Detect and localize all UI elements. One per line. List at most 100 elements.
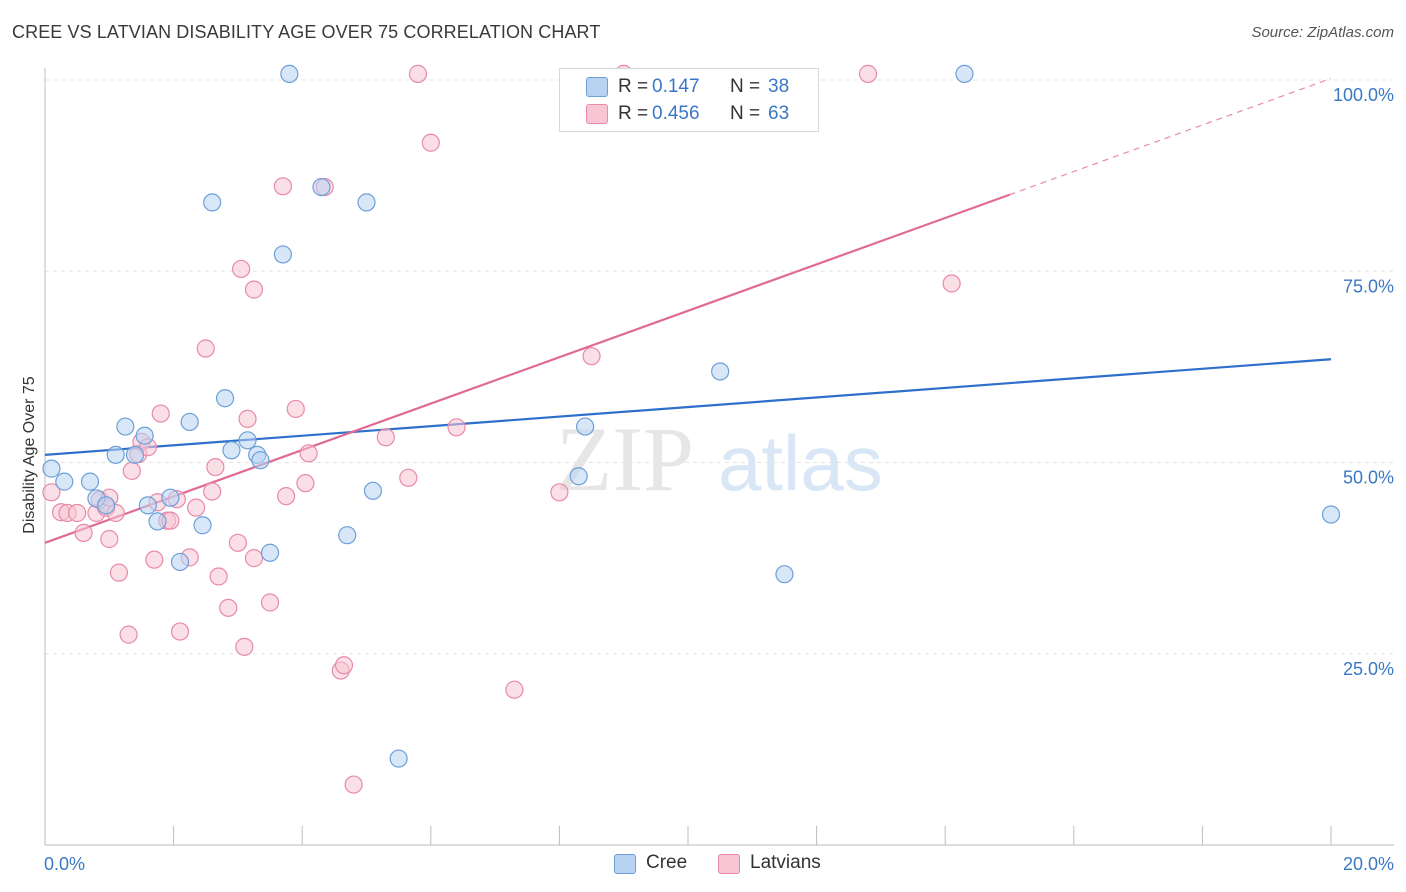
latvians-point (447, 418, 466, 437)
latvians-point (187, 498, 206, 517)
latvians-point (196, 339, 215, 358)
cree-point (1321, 505, 1341, 524)
latvians-point (232, 259, 251, 279)
latvians-point (376, 428, 395, 447)
latvians-point (858, 64, 878, 83)
latvians-point (203, 482, 222, 501)
cree-point (170, 552, 190, 572)
cree-point (569, 467, 588, 486)
latvians-point (299, 444, 318, 463)
latvians-point (260, 593, 280, 612)
trend-line-latvians (44, 193, 1010, 544)
r-value: 0.456 (652, 103, 700, 124)
latvians-point (209, 567, 228, 586)
latvians-point (244, 549, 264, 568)
y-tick-label: 100.0% (1333, 85, 1394, 105)
cree-point (273, 245, 293, 264)
cree-swatch (586, 77, 608, 97)
cree-point (280, 64, 299, 83)
latvians-point (238, 409, 257, 428)
cree-point (338, 526, 357, 545)
cree-point (80, 472, 100, 491)
latvians-point (582, 347, 601, 366)
cree-legend-swatch (614, 854, 636, 874)
cree-point (312, 178, 331, 197)
cree-point (238, 431, 257, 450)
latvians-point (942, 274, 961, 293)
latvians-point (344, 775, 363, 794)
latvians-point (74, 523, 93, 542)
latvians-point (100, 529, 119, 549)
cree-point (215, 389, 235, 408)
latvians-point (277, 487, 296, 506)
r-label: R = (618, 103, 649, 124)
cree-point (203, 193, 222, 212)
latvians-point (244, 280, 264, 299)
cree-point (106, 445, 125, 464)
y-axis-label: Disability Age Over 75 (21, 376, 38, 534)
y-tick-label: 50.0% (1343, 468, 1394, 488)
cree-point (576, 417, 595, 436)
cree-point (711, 362, 730, 381)
trend-line-cree (44, 358, 1332, 456)
latvians-point (505, 680, 524, 699)
latvians-legend-label: Latvians (750, 852, 821, 873)
latvians-point (421, 133, 440, 152)
cree-point (148, 512, 167, 531)
chart-title: CREE VS LATVIAN DISABILITY AGE OVER 75 C… (12, 22, 601, 42)
latvians-point (334, 656, 354, 675)
latvians-point (122, 461, 141, 481)
cree-point (260, 543, 280, 562)
latvians-point (408, 64, 428, 83)
cree-point (161, 488, 180, 507)
latvians-swatch (586, 104, 608, 124)
trend-extension-latvians (1009, 77, 1332, 196)
y-tick-label: 75.0% (1343, 276, 1394, 296)
cree-point (389, 749, 408, 768)
data-points (42, 64, 1341, 794)
latvians-point (228, 533, 247, 552)
trend-lines (44, 77, 1332, 544)
latvians-point (550, 483, 569, 502)
axes (44, 68, 1394, 846)
latvians-point (145, 550, 164, 569)
cree-point (42, 459, 61, 478)
source-label: Source: ZipAtlas.com (1251, 24, 1394, 41)
tick-labels: Disability Age Over 75 25.0% 50.0% 75.0% 100… (21, 85, 1394, 874)
n-label: N = (730, 76, 761, 97)
cree-point (180, 412, 199, 432)
latvians-point (42, 483, 61, 502)
latvians-point (68, 503, 87, 523)
latvians-point (273, 177, 293, 196)
latvians-legend-swatch (718, 854, 740, 874)
cree-point (222, 441, 241, 460)
watermark: ZIP atlas (556, 408, 883, 510)
latvians-point (151, 404, 170, 423)
cree-point (193, 516, 212, 535)
cree-point (138, 496, 157, 515)
r-label: R = (618, 76, 649, 97)
cree-point (251, 451, 270, 470)
n-value: 38 (768, 76, 790, 97)
cree-point (125, 445, 145, 464)
cree-point (96, 496, 116, 515)
latvians-point (286, 399, 305, 419)
latvians-point (109, 563, 129, 582)
latvians-point (119, 625, 138, 644)
latvians-point (206, 457, 225, 477)
y-tick-label: 25.0% (1343, 659, 1394, 679)
cree-point (357, 193, 376, 212)
cree-point (116, 417, 135, 436)
x-tick-label: 0.0% (44, 854, 85, 874)
latvians-point (235, 637, 254, 656)
stats-legend: R = 0.147 N = 38 R = 0.456 N = 63 (559, 68, 819, 132)
latvians-point (399, 468, 418, 487)
latvians-point (170, 622, 190, 641)
cree-point (135, 426, 154, 445)
cree-point (55, 472, 74, 491)
r-value: 0.147 (652, 76, 700, 97)
watermark-atlas: atlas (718, 419, 883, 507)
n-value: 63 (768, 103, 790, 124)
cree-point (363, 481, 383, 500)
